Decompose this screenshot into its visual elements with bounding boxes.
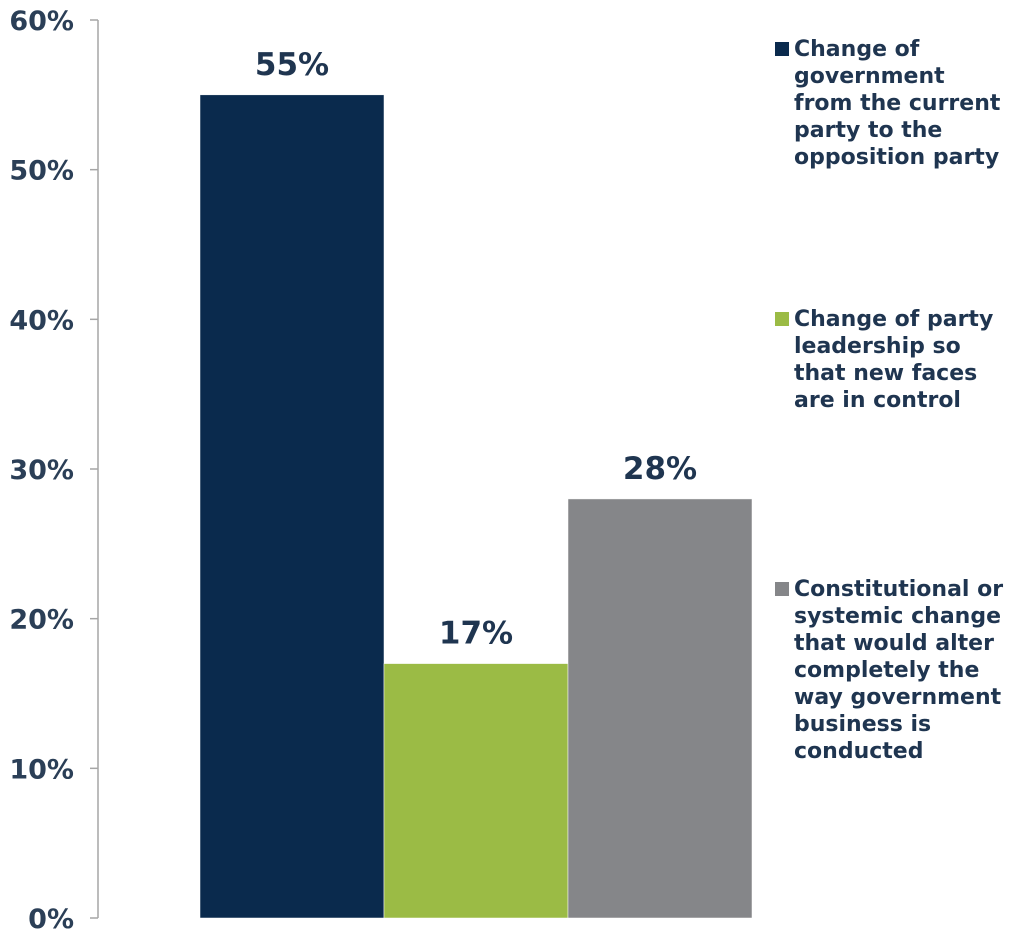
legend-label-constitutional: Constitutional or systemic change that w… bbox=[794, 577, 1004, 764]
legend-swatch-leadership bbox=[775, 312, 789, 326]
legend: Change of government from the current pa… bbox=[775, 0, 1010, 933]
legend-item-leadership: Change of party leadership so that new f… bbox=[775, 306, 1010, 414]
bar-0 bbox=[199, 94, 385, 919]
legend-swatch-opposition bbox=[775, 42, 789, 56]
y-tick-label: 30% bbox=[9, 455, 74, 486]
legend-item-opposition: Change of government from the current pa… bbox=[775, 36, 1010, 171]
y-tick-label: 50% bbox=[9, 156, 74, 187]
y-tick-label: 40% bbox=[9, 305, 74, 336]
y-tick-label: 20% bbox=[9, 605, 74, 636]
y-axis: 0% 10% 20% 30% 40% 50% 60% bbox=[9, 6, 99, 933]
data-label-0: 55% bbox=[255, 47, 329, 83]
y-tick-label: 10% bbox=[9, 754, 74, 785]
legend-label-opposition: Change of government from the current pa… bbox=[794, 37, 1001, 170]
bar-2 bbox=[567, 498, 753, 919]
legend-swatch-constitutional bbox=[775, 582, 789, 596]
data-label-2: 28% bbox=[623, 451, 697, 487]
legend-label-leadership: Change of party leadership so that new f… bbox=[794, 307, 994, 413]
legend-item-constitutional: Constitutional or systemic change that w… bbox=[775, 576, 1010, 765]
data-label-1: 17% bbox=[439, 616, 513, 652]
y-tick-label: 60% bbox=[9, 6, 74, 37]
bars bbox=[199, 94, 753, 919]
y-tick-label: 0% bbox=[28, 904, 74, 933]
data-labels: 55% 17% 28% bbox=[255, 47, 697, 652]
bar-1 bbox=[383, 663, 569, 919]
